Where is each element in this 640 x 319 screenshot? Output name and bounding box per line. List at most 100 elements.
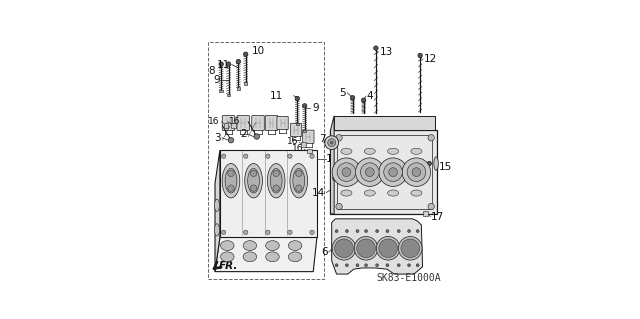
- FancyBboxPatch shape: [252, 115, 264, 130]
- Circle shape: [376, 236, 400, 260]
- FancyBboxPatch shape: [303, 130, 307, 132]
- Text: 7: 7: [319, 134, 326, 144]
- Circle shape: [427, 161, 431, 166]
- FancyBboxPatch shape: [296, 123, 299, 125]
- Ellipse shape: [290, 164, 308, 198]
- Circle shape: [402, 158, 431, 186]
- Circle shape: [342, 168, 351, 177]
- Circle shape: [228, 137, 234, 143]
- Polygon shape: [215, 237, 317, 272]
- FancyBboxPatch shape: [237, 87, 240, 90]
- Ellipse shape: [388, 190, 399, 196]
- Text: 2: 2: [240, 129, 246, 139]
- Text: 16: 16: [209, 117, 220, 126]
- Circle shape: [243, 154, 248, 159]
- Ellipse shape: [244, 164, 262, 198]
- FancyBboxPatch shape: [301, 142, 306, 147]
- Ellipse shape: [214, 199, 220, 211]
- Ellipse shape: [289, 252, 302, 262]
- Circle shape: [346, 264, 348, 267]
- Circle shape: [399, 236, 422, 260]
- Ellipse shape: [221, 241, 234, 250]
- Text: 9: 9: [213, 75, 220, 85]
- FancyBboxPatch shape: [303, 130, 314, 144]
- Polygon shape: [330, 116, 334, 214]
- Text: 14: 14: [312, 188, 325, 197]
- Circle shape: [336, 203, 342, 210]
- Text: 9: 9: [312, 103, 319, 113]
- Ellipse shape: [270, 168, 282, 193]
- Polygon shape: [330, 130, 437, 214]
- Circle shape: [376, 230, 379, 233]
- Circle shape: [356, 264, 359, 267]
- Circle shape: [356, 239, 376, 258]
- Circle shape: [243, 52, 248, 56]
- Text: 16: 16: [228, 117, 240, 126]
- Circle shape: [388, 168, 397, 177]
- FancyBboxPatch shape: [307, 149, 312, 153]
- Circle shape: [379, 239, 397, 258]
- Circle shape: [416, 230, 419, 233]
- Circle shape: [346, 230, 348, 233]
- Text: 11: 11: [270, 91, 284, 101]
- Text: 17: 17: [431, 212, 444, 222]
- Text: 8: 8: [208, 66, 214, 76]
- Ellipse shape: [364, 148, 375, 154]
- Circle shape: [428, 135, 435, 141]
- Circle shape: [236, 59, 241, 64]
- FancyBboxPatch shape: [265, 115, 278, 130]
- Ellipse shape: [411, 190, 422, 196]
- Ellipse shape: [221, 252, 234, 262]
- Circle shape: [386, 230, 389, 233]
- Circle shape: [221, 230, 226, 234]
- Circle shape: [335, 230, 338, 233]
- Ellipse shape: [289, 241, 302, 250]
- Circle shape: [333, 176, 337, 181]
- FancyBboxPatch shape: [231, 123, 236, 128]
- Text: 16: 16: [292, 144, 303, 153]
- Circle shape: [273, 170, 280, 177]
- Circle shape: [243, 230, 248, 234]
- Text: 3: 3: [214, 133, 220, 143]
- Ellipse shape: [268, 164, 285, 198]
- Circle shape: [296, 170, 302, 177]
- Circle shape: [266, 154, 270, 159]
- Text: SK83-E1000A: SK83-E1000A: [376, 273, 441, 283]
- Circle shape: [365, 264, 367, 267]
- Text: 10: 10: [252, 46, 264, 56]
- Polygon shape: [334, 116, 435, 130]
- Circle shape: [397, 230, 400, 233]
- Ellipse shape: [293, 168, 305, 193]
- FancyBboxPatch shape: [237, 115, 250, 130]
- Text: 1: 1: [326, 154, 333, 164]
- Circle shape: [335, 239, 353, 258]
- Circle shape: [401, 239, 420, 258]
- Text: 12: 12: [424, 54, 437, 64]
- FancyBboxPatch shape: [423, 211, 428, 216]
- Ellipse shape: [266, 241, 279, 250]
- Circle shape: [379, 158, 407, 186]
- FancyBboxPatch shape: [244, 83, 248, 85]
- FancyBboxPatch shape: [291, 123, 301, 137]
- Ellipse shape: [266, 252, 279, 262]
- Circle shape: [386, 264, 389, 267]
- Circle shape: [408, 264, 410, 267]
- Circle shape: [355, 158, 384, 186]
- Text: 15: 15: [439, 162, 452, 172]
- FancyBboxPatch shape: [220, 90, 223, 92]
- Circle shape: [335, 264, 338, 267]
- Circle shape: [360, 163, 379, 182]
- Ellipse shape: [243, 252, 257, 262]
- Ellipse shape: [243, 241, 257, 250]
- FancyBboxPatch shape: [224, 123, 228, 128]
- Circle shape: [227, 62, 231, 66]
- Text: 6: 6: [321, 247, 328, 257]
- Circle shape: [221, 154, 226, 159]
- Circle shape: [365, 168, 374, 177]
- Circle shape: [374, 46, 378, 50]
- Circle shape: [407, 163, 426, 182]
- Ellipse shape: [225, 168, 237, 193]
- Text: 11: 11: [217, 60, 230, 70]
- Circle shape: [418, 53, 422, 58]
- Circle shape: [330, 141, 333, 144]
